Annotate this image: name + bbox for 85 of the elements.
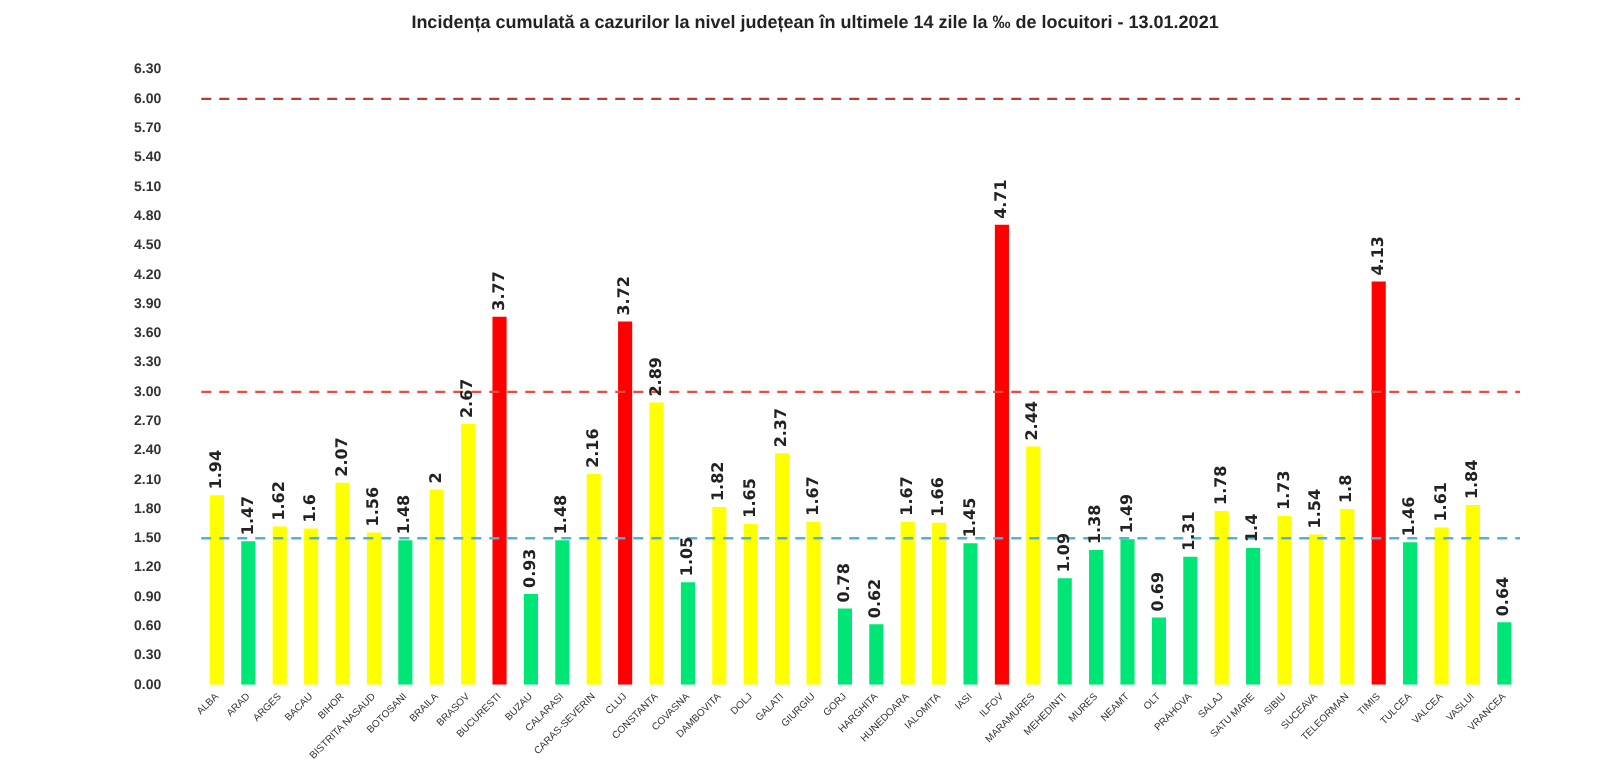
bar: [1434, 527, 1449, 685]
bar: [680, 582, 695, 685]
bar: [555, 540, 570, 685]
bar: [1214, 510, 1229, 685]
bar: [1403, 542, 1418, 685]
data-label: 0.62: [866, 578, 885, 619]
data-label: 1.66: [929, 476, 948, 517]
bar: [1277, 515, 1292, 685]
data-label: 1.84: [1463, 458, 1482, 500]
data-label: 1.4: [1243, 512, 1262, 543]
data-label: 1.49: [1117, 492, 1136, 534]
bar: [1497, 622, 1512, 685]
bar: [775, 453, 790, 685]
data-label: 1.94: [207, 449, 226, 490]
data-label: 1.65: [740, 477, 759, 518]
data-label: 0.69: [1149, 571, 1168, 612]
bar: [304, 528, 319, 685]
bar: [241, 541, 256, 685]
data-label: 2.89: [646, 356, 665, 397]
data-label: 2.07: [332, 437, 351, 477]
data-label: 1.67: [897, 476, 916, 516]
bar: [806, 521, 821, 685]
data-label: 1.67: [803, 476, 822, 516]
bar: [743, 523, 758, 685]
bar: [1026, 446, 1041, 685]
data-label: 1.73: [1274, 470, 1293, 510]
bar: [1308, 534, 1323, 685]
data-label: 1.61: [1431, 481, 1450, 522]
data-label: 3.77: [489, 271, 508, 311]
data-label: 1.8: [1337, 473, 1356, 504]
data-label: 2.16: [583, 427, 602, 468]
data-label: 1.78: [1211, 464, 1230, 505]
bar: [1057, 578, 1072, 685]
bar: [1371, 281, 1386, 685]
bar: [1183, 556, 1198, 685]
bar: [366, 532, 382, 685]
bar: [712, 507, 727, 685]
bar: [492, 316, 507, 685]
bar: [1246, 548, 1261, 685]
bar: [1465, 505, 1480, 685]
data-label: 1.05: [678, 535, 697, 577]
data-label: 1.47: [238, 495, 257, 536]
bar: [1089, 550, 1104, 685]
bar: [429, 489, 444, 685]
data-label: 1.31: [1180, 510, 1199, 551]
data-label: 1.45: [960, 496, 979, 538]
data-label: 0.64: [1494, 575, 1513, 617]
data-label: 1.09: [1054, 532, 1073, 573]
bar: [837, 608, 852, 685]
chart-title: Incidența cumulată a cazurilor la nivel județean în ultimele 14 zile la ‰ de locuitori - 13.01.2021: [411, 11, 1219, 34]
data-label: 0.93: [521, 548, 540, 588]
bar: [523, 593, 538, 685]
data-label: 2.44: [1023, 400, 1042, 441]
data-label: 0.78: [835, 562, 854, 603]
bar: [272, 526, 287, 685]
bar: [398, 540, 413, 685]
data-label: 2.67: [458, 378, 477, 419]
bar: [1151, 617, 1166, 685]
bar: [649, 402, 664, 685]
bar: [963, 543, 978, 685]
data-label: 4.71: [992, 178, 1011, 219]
bar: [1340, 509, 1355, 685]
bar: [586, 473, 601, 685]
data-label: 3.72: [615, 276, 634, 316]
data-label: 1.56: [364, 486, 383, 527]
data-label: 1.6: [301, 493, 320, 523]
data-label: 1.82: [709, 461, 728, 502]
data-label: 4.13: [1368, 236, 1387, 276]
bar: [994, 224, 1009, 685]
bar: [335, 482, 350, 685]
data-label: 2: [426, 472, 445, 484]
data-label: 1.54: [1306, 488, 1325, 529]
data-label: 1.62: [269, 481, 288, 521]
bar: [461, 424, 476, 685]
bar: [209, 495, 225, 685]
data-label: 2.37: [772, 407, 791, 448]
bar: [869, 624, 884, 685]
bar: [1120, 539, 1135, 685]
bar: [618, 321, 633, 685]
bar: [932, 522, 947, 685]
data-label: 1.46: [1400, 495, 1419, 537]
data-label: 1.48: [395, 493, 414, 535]
bar: [900, 521, 915, 685]
data-label: 1.38: [1086, 503, 1105, 545]
data-label: 1.48: [552, 493, 571, 535]
